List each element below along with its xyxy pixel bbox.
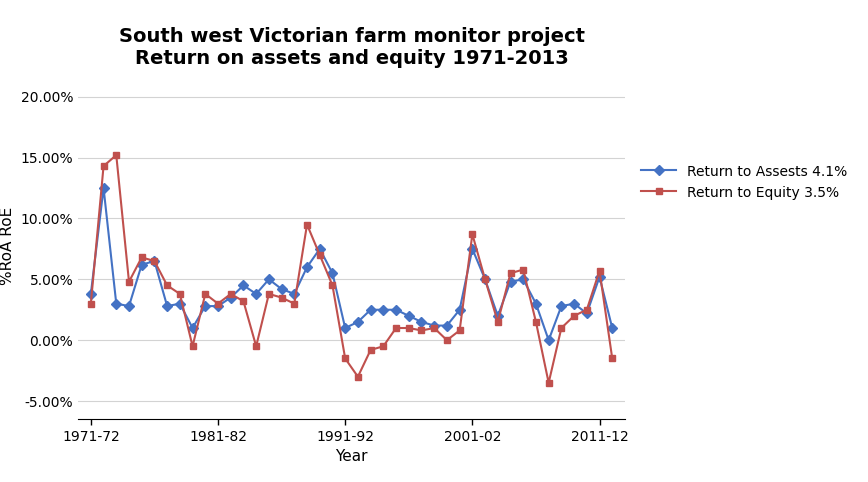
Return to Assests 4.1%: [480, 276, 490, 282]
Return to Assests 4.1%: [378, 307, 389, 313]
Return to Equity 3.5%: [543, 380, 554, 386]
Return to Equity 3.5%: [391, 325, 401, 331]
Return to Assests 4.1%: [213, 303, 223, 309]
Return to Assests 4.1%: [226, 295, 236, 300]
Return to Assests 4.1%: [111, 301, 122, 307]
Return to Equity 3.5%: [480, 276, 490, 282]
Return to Equity 3.5%: [595, 268, 605, 274]
Return to Assests 4.1%: [607, 325, 617, 331]
Return to Equity 3.5%: [352, 374, 363, 380]
Return to Assests 4.1%: [543, 337, 554, 343]
Return to Assests 4.1%: [162, 303, 173, 309]
Return to Equity 3.5%: [162, 282, 173, 288]
Return to Equity 3.5%: [582, 307, 592, 313]
Return to Assests 4.1%: [187, 325, 198, 331]
Line: Return to Equity 3.5%: Return to Equity 3.5%: [88, 152, 615, 386]
Return to Equity 3.5%: [238, 298, 248, 304]
Return to Assests 4.1%: [442, 322, 452, 328]
Return to Assests 4.1%: [365, 307, 376, 313]
Return to Assests 4.1%: [302, 264, 312, 270]
Return to Equity 3.5%: [264, 291, 274, 297]
Return to Assests 4.1%: [492, 313, 503, 319]
Return to Assests 4.1%: [98, 185, 108, 191]
Return to Assests 4.1%: [327, 270, 338, 276]
Return to Assests 4.1%: [276, 286, 286, 292]
X-axis label: Year: Year: [335, 449, 368, 464]
Return to Equity 3.5%: [302, 222, 312, 228]
Return to Equity 3.5%: [174, 291, 185, 297]
Legend: Return to Assests 4.1%, Return to Equity 3.5%: Return to Assests 4.1%, Return to Equity…: [636, 159, 853, 205]
Return to Equity 3.5%: [111, 152, 122, 158]
Return to Equity 3.5%: [251, 343, 261, 349]
Return to Assests 4.1%: [417, 319, 427, 325]
Y-axis label: %RoA RoE: %RoA RoE: [0, 207, 15, 285]
Return to Equity 3.5%: [187, 343, 198, 349]
Return to Assests 4.1%: [391, 307, 401, 313]
Return to Assests 4.1%: [340, 325, 351, 331]
Return to Equity 3.5%: [340, 356, 351, 362]
Return to Equity 3.5%: [289, 301, 299, 307]
Return to Equity 3.5%: [213, 301, 223, 307]
Return to Assests 4.1%: [264, 276, 274, 282]
Return to Equity 3.5%: [556, 325, 567, 331]
Return to Assests 4.1%: [404, 313, 414, 319]
Return to Equity 3.5%: [226, 291, 236, 297]
Return to Equity 3.5%: [327, 282, 338, 288]
Return to Equity 3.5%: [314, 252, 325, 258]
Return to Assests 4.1%: [352, 319, 363, 325]
Return to Assests 4.1%: [201, 303, 211, 309]
Return to Assests 4.1%: [505, 279, 516, 285]
Return to Equity 3.5%: [124, 279, 135, 285]
Return to Assests 4.1%: [455, 307, 465, 313]
Return to Assests 4.1%: [569, 301, 579, 307]
Return to Assests 4.1%: [251, 291, 261, 297]
Return to Assests 4.1%: [556, 303, 567, 309]
Return to Assests 4.1%: [238, 282, 248, 288]
Return to Assests 4.1%: [124, 303, 135, 309]
Return to Assests 4.1%: [467, 246, 477, 252]
Return to Equity 3.5%: [276, 295, 286, 300]
Return to Equity 3.5%: [505, 270, 516, 276]
Return to Equity 3.5%: [378, 343, 389, 349]
Return to Equity 3.5%: [417, 328, 427, 334]
Title: South west Victorian farm monitor project
Return on assets and equity 1971-2013: South west Victorian farm monitor projec…: [119, 27, 584, 68]
Return to Assests 4.1%: [429, 322, 439, 328]
Return to Assests 4.1%: [595, 274, 605, 280]
Return to Assests 4.1%: [314, 246, 325, 252]
Return to Equity 3.5%: [530, 319, 541, 325]
Return to Equity 3.5%: [442, 337, 452, 343]
Return to Equity 3.5%: [455, 328, 465, 334]
Return to Equity 3.5%: [492, 319, 503, 325]
Return to Equity 3.5%: [607, 356, 617, 362]
Return to Equity 3.5%: [467, 231, 477, 237]
Return to Assests 4.1%: [582, 310, 592, 316]
Return to Equity 3.5%: [86, 301, 96, 307]
Return to Assests 4.1%: [149, 258, 160, 264]
Return to Assests 4.1%: [86, 291, 96, 297]
Return to Equity 3.5%: [365, 347, 376, 353]
Return to Assests 4.1%: [289, 291, 299, 297]
Line: Return to Assests 4.1%: Return to Assests 4.1%: [88, 185, 615, 344]
Return to Equity 3.5%: [429, 325, 439, 331]
Return to Equity 3.5%: [518, 267, 529, 272]
Return to Assests 4.1%: [530, 301, 541, 307]
Return to Equity 3.5%: [136, 254, 147, 260]
Return to Equity 3.5%: [149, 258, 160, 264]
Return to Assests 4.1%: [518, 276, 529, 282]
Return to Equity 3.5%: [201, 291, 211, 297]
Return to Equity 3.5%: [569, 313, 579, 319]
Return to Equity 3.5%: [98, 163, 108, 169]
Return to Assests 4.1%: [136, 262, 147, 268]
Return to Equity 3.5%: [404, 325, 414, 331]
Return to Assests 4.1%: [174, 301, 185, 307]
